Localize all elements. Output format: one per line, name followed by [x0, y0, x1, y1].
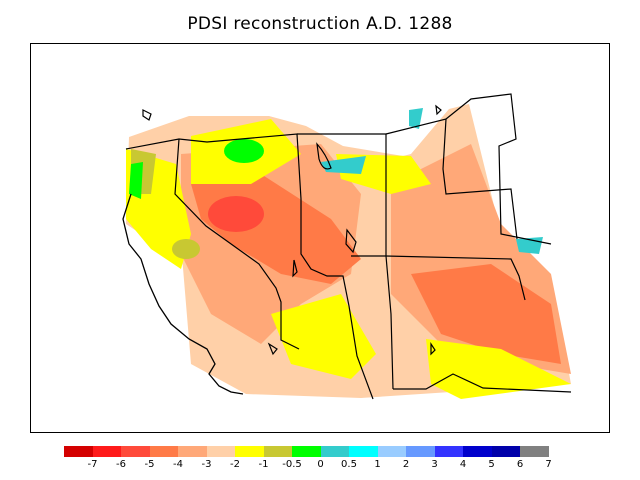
- legend-tick-label: -4: [173, 459, 183, 470]
- legend-swatch: [491, 446, 520, 457]
- legend-tick-label: -2: [230, 459, 240, 470]
- field-slight-southeast: [426, 339, 571, 399]
- field-severe-east: [411, 264, 561, 364]
- legend-swatch: [520, 446, 549, 457]
- legend-swatch: [463, 446, 492, 457]
- legend-tick-label: -1: [258, 459, 269, 470]
- field-near-normal-south: [172, 239, 200, 259]
- legend-swatch: [92, 446, 121, 457]
- legend-tick-label: -3: [201, 459, 212, 470]
- legend-swatch: [349, 446, 378, 457]
- legend-tick-label: -0.5: [282, 459, 302, 470]
- legend-tick-label: 6: [516, 459, 524, 470]
- legend-tick-label: 5: [488, 459, 495, 470]
- legend-swatch: [206, 446, 235, 457]
- legend-swatch: [263, 446, 292, 457]
- legend-tick-label: -7: [87, 459, 98, 470]
- field-normal-north: [224, 139, 264, 163]
- legend-tick-label: 7: [545, 459, 552, 470]
- field-wet-northeast: [409, 108, 423, 129]
- legend-swatch: [149, 446, 178, 457]
- legend-swatch: [64, 446, 93, 457]
- legend-swatch: [377, 446, 406, 457]
- legend-swatch: [178, 446, 207, 457]
- legend-swatch: [406, 446, 435, 457]
- legend-tick-label: 3: [431, 459, 438, 470]
- legend-swatch: [320, 446, 349, 457]
- legend-ticks: -7 -6 -5 -4 -3 -2 -1 -0.5 0 0.5 1 2 3 4 …: [64, 459, 577, 473]
- legend-tick-label: -5: [144, 459, 155, 470]
- legend-swatch: [434, 446, 463, 457]
- legend-tick-label: 1: [374, 459, 381, 470]
- pdsi-map: [122, 93, 572, 400]
- legend-tick-label: -6: [116, 459, 126, 470]
- legend-tick-label: 0.5: [341, 459, 357, 470]
- field-slight-south: [271, 294, 376, 379]
- legend-tick-label: 4: [459, 459, 467, 470]
- legend-swatch: [235, 446, 264, 457]
- legend-tick-label: 0: [317, 459, 324, 470]
- legend-tick-label: 2: [402, 459, 410, 470]
- state-borders: [125, 93, 572, 400]
- legend-swatch: [292, 446, 321, 457]
- coastline: [122, 193, 244, 395]
- field-wet-north: [321, 156, 366, 174]
- legend-swatch: [121, 446, 150, 457]
- map-title: PDSI reconstruction A.D. 1288: [187, 14, 453, 34]
- lake-features: [142, 104, 442, 356]
- field-extreme-core: [208, 196, 264, 232]
- legend-colorbar: [64, 446, 549, 457]
- field-normal-west: [129, 162, 143, 199]
- map-frame: [30, 43, 610, 433]
